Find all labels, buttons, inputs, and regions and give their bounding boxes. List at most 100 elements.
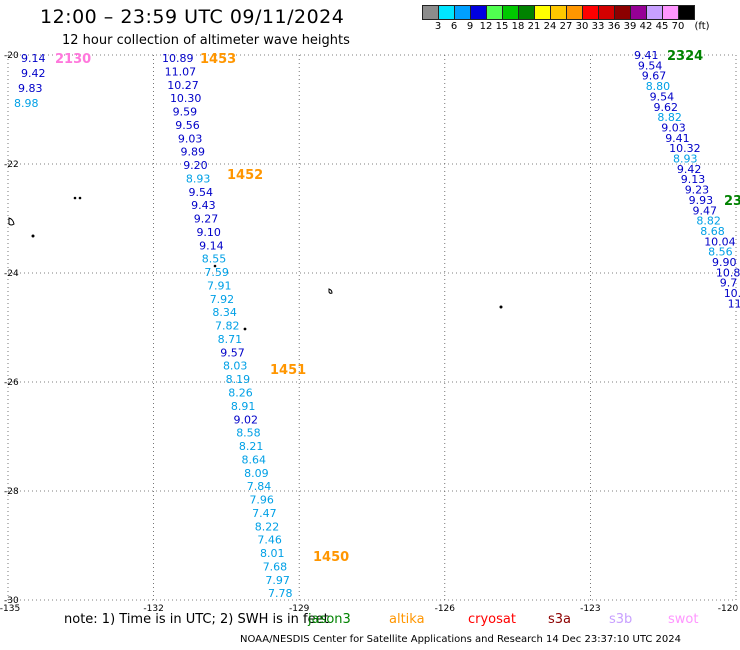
swh-value: 8.58	[236, 427, 261, 440]
swh-value: 9.67	[642, 70, 667, 83]
swh-value: 10.32	[669, 142, 701, 155]
swh-value: 9.43	[191, 199, 216, 212]
lat-tick-label: -22	[4, 160, 19, 170]
swh-value: 9.10	[196, 226, 221, 239]
swh-value: 8.91	[231, 400, 256, 413]
swh-value: 9.03	[178, 132, 203, 145]
swh-value: 9.83	[18, 82, 43, 95]
island-marker	[499, 305, 503, 309]
pass-time-label: 1451	[270, 363, 306, 378]
credit-line: NOAA/NESDIS Center for Satellite Applica…	[240, 634, 682, 645]
swh-value: 7.82	[215, 320, 240, 333]
swh-value: 8.19	[226, 373, 251, 386]
swh-value: 8.82	[696, 215, 721, 228]
swh-value: 10.89	[162, 52, 194, 65]
swh-value: 9.57	[220, 346, 245, 359]
legend-label: 33	[591, 21, 605, 32]
pass-time-label: 1450	[313, 550, 349, 565]
swh-value: 9.42	[677, 163, 702, 176]
island-marker	[73, 196, 77, 200]
swh-value: 9.20	[183, 159, 208, 172]
satellite-label: altika	[389, 612, 425, 627]
lon-tick-label: -126	[435, 604, 456, 614]
swh-value: 8.22	[255, 520, 280, 533]
legend-label: 12	[479, 21, 493, 32]
swh-value: 7.84	[247, 480, 271, 493]
island-marker	[8, 217, 15, 226]
swh-value: 11.07	[165, 65, 197, 78]
lon-tick-label: -135	[0, 604, 20, 614]
lon-tick-label: -129	[289, 604, 310, 614]
satellite-label: s3b	[609, 612, 633, 627]
island-marker	[328, 288, 333, 294]
satellite-label: jason3	[308, 612, 351, 627]
legend-label: 15	[495, 21, 509, 32]
swh-value: 9.41	[665, 132, 690, 145]
lon-tick-label: -132	[143, 604, 163, 614]
lat-tick-label: -24	[4, 269, 19, 279]
swh-value: 9.42	[21, 67, 46, 80]
swh-value: 10.	[724, 287, 740, 300]
swh-value: 7.78	[268, 587, 293, 600]
swh-value: 8.68	[700, 225, 725, 238]
swh-value: 7.68	[263, 560, 288, 573]
pass-time-labels: 2130 1453 1452 1451 1450 2324 23	[55, 49, 740, 565]
satellite-label: swot	[668, 612, 699, 627]
swh-value: 9.90	[712, 256, 737, 269]
legend-label: (ft)	[694, 21, 710, 32]
island-marker	[78, 196, 82, 200]
swh-value: 9.03	[661, 121, 686, 134]
swh-value: 9.89	[181, 146, 206, 159]
swh-value: 8.01	[260, 547, 285, 560]
swh-value: 8.71	[218, 333, 243, 346]
swh-value: 9.23	[685, 184, 710, 197]
color-legend	[422, 5, 695, 20]
swh-value: 7.47	[252, 507, 277, 520]
satellite-label: cryosat	[468, 612, 516, 627]
legend-label: 6	[450, 21, 458, 32]
swh-value: 8.82	[657, 111, 682, 124]
satellite-label: s3a	[548, 612, 572, 627]
lon-tick-label: -120	[718, 604, 739, 614]
islands	[8, 196, 503, 331]
pass-time-label: 1453	[200, 52, 236, 67]
swh-value: 8.56	[708, 246, 733, 259]
swh-value: 7.91	[207, 279, 232, 292]
swh-value: 8.21	[239, 440, 264, 453]
swh-value: 7.97	[265, 574, 290, 587]
legend-label: 21	[527, 21, 541, 32]
legend-label: 70	[671, 21, 685, 32]
legend-swatch	[678, 5, 695, 20]
legend-label: 42	[639, 21, 653, 32]
legend-label: 27	[559, 21, 573, 32]
pass-time-label: 1452	[227, 168, 263, 183]
lon-tick-label: -123	[580, 604, 600, 614]
axis-ticks: -135 -132 -129 -126 -123 -120 -20 -22 -24 -26 -28 -…	[0, 51, 738, 614]
legend-label: 36	[607, 21, 621, 32]
color-legend-labels: 3 6 9 12 15 18 21 24 27 30 33 36 39 42 45 70 (ft)	[422, 21, 740, 35]
swh-value: 10.8	[716, 266, 740, 279]
legend-label: 3	[434, 21, 442, 32]
pass-time-label: 2130	[55, 52, 91, 67]
legend-label: 30	[575, 21, 589, 32]
island-marker	[31, 234, 35, 238]
swh-value: 9.56	[175, 119, 200, 132]
swh-value: 10.04	[704, 235, 736, 248]
map-grid	[7, 54, 737, 601]
swh-value: 7.92	[210, 293, 235, 306]
swh-value: 7.46	[257, 534, 282, 547]
lat-tick-label: -28	[4, 487, 19, 497]
swh-value: 9.14	[199, 239, 224, 252]
legend-label: 9	[466, 21, 474, 32]
swh-value: 9.14	[21, 52, 46, 65]
swh-value: 9.93	[689, 194, 714, 207]
swh-value: 8.80	[646, 80, 671, 93]
swh-value: 9.62	[654, 101, 679, 114]
lat-tick-label: -30	[4, 596, 19, 606]
pass-time-label: 23	[724, 194, 740, 209]
swh-value: 9.41	[634, 49, 659, 62]
swh-value: 9.13	[681, 173, 706, 186]
swh-value: 9.7	[720, 277, 738, 290]
swh-value: 8.93	[186, 172, 211, 185]
